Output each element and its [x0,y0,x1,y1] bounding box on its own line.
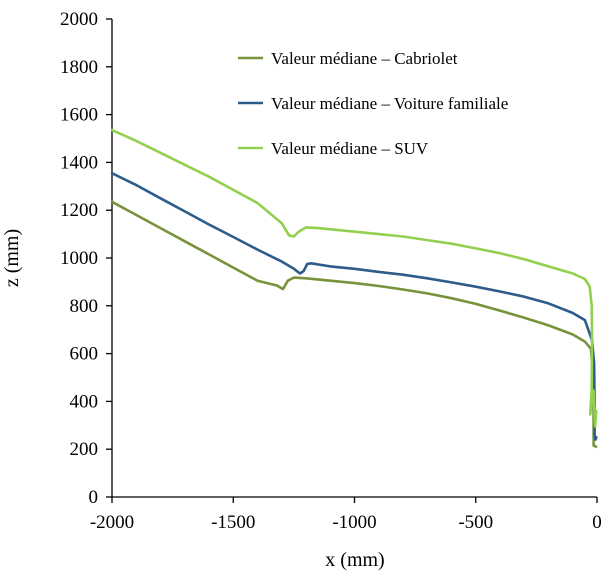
y-tick-label: 1400 [60,152,98,173]
series-line-0 [110,200,598,449]
x-tick-label: -2000 [90,512,134,533]
series-line-1 [110,171,598,441]
x-tick-label: -500 [458,512,493,533]
y-tick-label: 800 [70,296,99,317]
y-tick-label: 1200 [60,200,98,221]
y-tick-label: 200 [70,439,99,460]
x-axis-title: x (mm) [325,549,384,571]
y-axis-title: z (mm) [1,229,23,287]
y-tick-label: 1600 [60,105,98,126]
x-tick-label: 0 [592,512,601,533]
y-tick-label: 1000 [60,248,98,269]
y-tick-label: 2000 [60,9,98,30]
y-tick-label: 0 [89,487,99,508]
series-line-2 [110,128,598,428]
legend-label-2: Valeur médiane – SUV [271,139,429,158]
legend-label-1: Valeur médiane – Voiture familiale [271,94,508,113]
y-tick-label: 400 [70,391,99,412]
legend: Valeur médiane – Cabriolet Valeur médiane… [238,49,508,158]
legend-label-0: Valeur médiane – Cabriolet [271,49,458,68]
series-layer [110,128,598,449]
x-tick-label: -1500 [211,512,255,533]
y-tick-label: 600 [70,344,99,365]
x-tick-label: -1000 [332,512,376,533]
y-tick-label: 1800 [60,57,98,78]
axes-layer: 0 200 400 600 800 1000 1200 1400 1600 1800 2000 -20… [60,9,601,533]
